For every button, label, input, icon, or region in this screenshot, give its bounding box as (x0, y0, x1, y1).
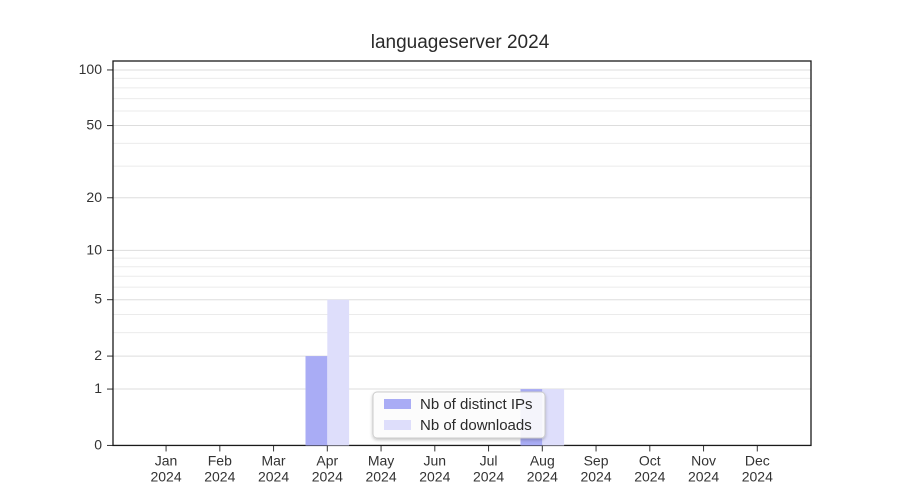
svg-text:10: 10 (86, 241, 102, 257)
svg-text:2024: 2024 (150, 468, 181, 484)
svg-text:Mar: Mar (261, 452, 285, 468)
svg-text:2024: 2024 (204, 468, 235, 484)
svg-text:20: 20 (86, 189, 102, 205)
svg-text:languageserver 2024: languageserver 2024 (371, 32, 550, 53)
svg-text:2024: 2024 (365, 468, 396, 484)
svg-text:Jul: Jul (480, 452, 498, 468)
svg-text:2024: 2024 (527, 468, 558, 484)
svg-text:Feb: Feb (208, 452, 232, 468)
svg-text:Dec: Dec (745, 452, 770, 468)
svg-text:Oct: Oct (639, 452, 661, 468)
svg-text:2024: 2024 (742, 468, 773, 484)
svg-text:100: 100 (79, 61, 103, 77)
svg-text:Aug: Aug (530, 452, 555, 468)
svg-text:Jan: Jan (155, 452, 178, 468)
svg-text:1: 1 (94, 380, 102, 396)
svg-text:Nov: Nov (691, 452, 716, 468)
svg-text:2024: 2024 (419, 468, 450, 484)
svg-text:0: 0 (94, 436, 102, 452)
svg-text:2: 2 (94, 347, 102, 363)
svg-text:2024: 2024 (258, 468, 289, 484)
svg-text:5: 5 (94, 291, 102, 307)
svg-text:Sep: Sep (584, 452, 609, 468)
svg-text:2024: 2024 (634, 468, 665, 484)
svg-text:May: May (368, 452, 394, 468)
svg-text:2024: 2024 (473, 468, 504, 484)
svg-text:50: 50 (86, 117, 102, 133)
svg-text:Nb of distinct IPs: Nb of distinct IPs (420, 396, 533, 413)
svg-text:2024: 2024 (688, 468, 719, 484)
svg-text:Nb of downloads: Nb of downloads (420, 417, 532, 434)
svg-text:Apr: Apr (316, 452, 338, 468)
svg-text:2024: 2024 (312, 468, 343, 484)
svg-text:2024: 2024 (580, 468, 611, 484)
svg-text:Jun: Jun (424, 452, 447, 468)
